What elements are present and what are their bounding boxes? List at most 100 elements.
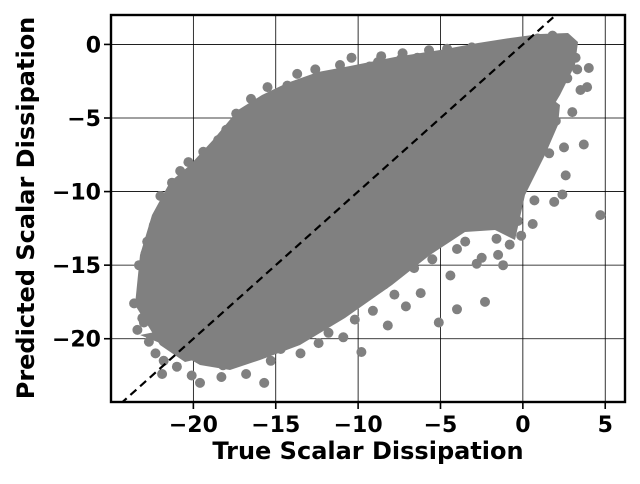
- data-point: [567, 107, 578, 118]
- data-point: [310, 64, 321, 75]
- data-point: [231, 108, 242, 119]
- data-point: [142, 286, 153, 297]
- x-axis-ticks: −20 −15 −10 −5 0 5: [169, 402, 613, 438]
- data-point: [559, 142, 569, 153]
- data-point: [336, 295, 347, 306]
- data-point: [381, 188, 392, 198]
- data-point: [595, 210, 606, 221]
- y-axis-ticks: 0 −5 −10 −15 −20: [52, 33, 111, 353]
- data-point: [265, 355, 276, 366]
- data-point: [527, 219, 538, 229]
- data-point: [247, 208, 258, 219]
- data-point: [162, 292, 172, 303]
- data-point: [305, 145, 316, 156]
- data-point: [356, 347, 367, 357]
- data-point: [455, 132, 466, 143]
- data-point: [399, 92, 410, 103]
- data-point: [219, 288, 230, 299]
- data-point: [557, 189, 568, 200]
- data-point: [549, 196, 560, 207]
- data-point: [531, 74, 541, 85]
- data-point: [343, 173, 354, 184]
- data-points: [129, 30, 606, 388]
- data-point: [463, 171, 474, 182]
- x-tick-label: −5: [424, 413, 458, 438]
- data-point: [427, 254, 438, 265]
- data-point: [512, 216, 523, 226]
- data-point: [509, 77, 520, 88]
- data-point: [494, 127, 505, 138]
- data-point: [279, 121, 289, 132]
- data-point: [420, 52, 431, 63]
- data-point: [335, 60, 345, 70]
- data-point: [208, 333, 219, 344]
- data-point: [183, 157, 194, 168]
- data-point: [157, 369, 168, 379]
- data-point: [160, 210, 171, 221]
- data-point: [498, 260, 509, 271]
- data-point: [521, 160, 532, 171]
- data-point: [353, 80, 364, 91]
- data-point: [524, 102, 535, 113]
- data-point: [252, 98, 263, 109]
- data-point: [323, 327, 334, 338]
- data-point: [244, 227, 255, 238]
- data-point: [466, 42, 477, 53]
- data-point: [452, 244, 462, 254]
- data-point: [249, 339, 260, 350]
- data-point: [583, 63, 594, 73]
- y-tick-label: −5: [67, 107, 101, 132]
- axes-frame: [109, 13, 627, 404]
- data-point: [255, 157, 266, 168]
- data-point: [186, 370, 197, 381]
- data-point: [486, 46, 497, 57]
- data-point: [295, 348, 306, 359]
- data-point: [224, 354, 235, 365]
- data-point: [392, 205, 403, 216]
- data-point: [395, 54, 406, 65]
- y-tick-label: −20: [52, 328, 101, 353]
- data-point: [570, 52, 581, 63]
- data-point: [216, 372, 227, 382]
- data-point: [307, 257, 317, 268]
- data-point: [259, 377, 270, 388]
- data-point: [555, 55, 566, 66]
- data-point: [438, 221, 449, 232]
- data-point: [400, 301, 411, 312]
- identity-reference-line: [120, 15, 557, 402]
- data-point: [167, 177, 177, 188]
- data-point: [195, 377, 205, 388]
- data-point: [564, 40, 574, 51]
- data-point: [270, 342, 281, 353]
- data-point: [272, 90, 283, 101]
- data-point: [480, 296, 490, 307]
- data-point: [180, 230, 191, 241]
- data-point: [536, 141, 546, 151]
- data-point: [547, 30, 558, 41]
- data-point: [372, 57, 383, 68]
- data-point: [491, 233, 502, 244]
- data-point: [285, 327, 296, 338]
- data-point: [285, 176, 296, 187]
- data-point: [359, 124, 370, 135]
- data-point: [168, 266, 179, 276]
- data-point: [145, 276, 156, 287]
- data-point: [364, 61, 375, 72]
- data-point: [302, 310, 312, 321]
- data-point: [391, 224, 401, 235]
- data-point: [213, 135, 224, 146]
- data-point: [138, 317, 149, 328]
- data-point: [239, 351, 250, 362]
- data-point: [433, 317, 444, 328]
- data-point: [382, 320, 393, 331]
- data-point: [544, 148, 555, 159]
- data-point: [163, 324, 174, 335]
- data-point: [155, 191, 166, 201]
- data-point: [288, 193, 299, 204]
- data-point: [371, 133, 382, 144]
- data-point: [150, 348, 161, 359]
- data-point: [328, 110, 339, 121]
- data-point: [203, 352, 214, 363]
- data-point: [226, 136, 237, 147]
